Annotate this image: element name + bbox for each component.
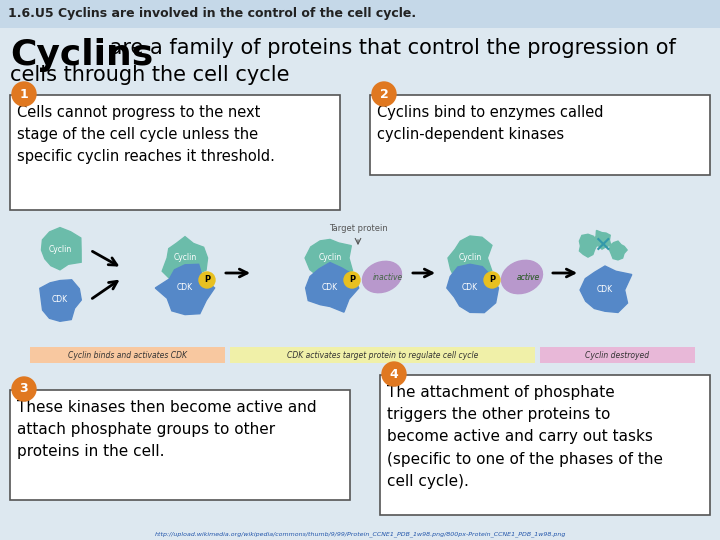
Text: CDK: CDK	[322, 284, 338, 293]
Text: Target protein: Target protein	[328, 224, 387, 233]
Text: Cyclin: Cyclin	[318, 253, 341, 262]
Polygon shape	[447, 264, 498, 313]
Text: 4: 4	[390, 368, 398, 381]
Text: cells through the cell cycle: cells through the cell cycle	[10, 65, 289, 85]
Text: ✕: ✕	[593, 236, 611, 256]
Polygon shape	[40, 280, 81, 321]
Text: 2: 2	[379, 87, 388, 100]
Circle shape	[12, 377, 36, 401]
Polygon shape	[156, 264, 215, 315]
Text: CDK: CDK	[177, 284, 193, 293]
Text: CDK activates target protein to regulate cell cycle: CDK activates target protein to regulate…	[287, 350, 478, 360]
Text: P: P	[489, 275, 495, 285]
Text: Cyclins bind to enzymes called
cyclin-dependent kinases: Cyclins bind to enzymes called cyclin-de…	[377, 105, 603, 142]
Text: 1: 1	[19, 87, 28, 100]
Circle shape	[12, 82, 36, 106]
Text: Cells cannot progress to the next
stage of the cell cycle unless the
specific cy: Cells cannot progress to the next stage …	[17, 105, 275, 164]
FancyBboxPatch shape	[230, 347, 535, 363]
Polygon shape	[610, 241, 627, 260]
Text: are a family of proteins that control the progression of: are a family of proteins that control th…	[103, 38, 676, 58]
Text: Cyclin: Cyclin	[459, 253, 482, 262]
Text: CDK: CDK	[597, 286, 613, 294]
FancyBboxPatch shape	[0, 0, 720, 28]
Text: Cyclin binds and activates CDK: Cyclin binds and activates CDK	[68, 350, 187, 360]
FancyBboxPatch shape	[380, 375, 710, 515]
Polygon shape	[42, 227, 81, 270]
Text: 1.6.U5 Cyclins are involved in the control of the cell cycle.: 1.6.U5 Cyclins are involved in the contr…	[8, 8, 416, 21]
Text: active: active	[516, 273, 539, 281]
Text: Cyclins: Cyclins	[10, 38, 153, 72]
Text: P: P	[349, 275, 355, 285]
Ellipse shape	[502, 260, 542, 294]
FancyBboxPatch shape	[10, 390, 350, 500]
Polygon shape	[306, 262, 359, 312]
Text: CDK: CDK	[462, 284, 478, 293]
Text: http://upload.wikimedia.org/wikipedia/commons/thumb/9/99/Protein_CCNE1_PDB_1w98.: http://upload.wikimedia.org/wikipedia/co…	[154, 531, 566, 537]
Text: active: active	[516, 273, 539, 281]
Circle shape	[344, 272, 360, 288]
Circle shape	[199, 272, 215, 288]
Ellipse shape	[362, 261, 402, 293]
Polygon shape	[591, 231, 611, 249]
Circle shape	[382, 362, 406, 386]
Circle shape	[372, 82, 396, 106]
Circle shape	[484, 272, 500, 288]
Text: Cyclin: Cyclin	[174, 253, 197, 262]
FancyBboxPatch shape	[10, 95, 340, 210]
Text: These kinases then become active and
attach phosphate groups to other
proteins i: These kinases then become active and att…	[17, 400, 317, 460]
Text: Cyclin: Cyclin	[48, 246, 71, 254]
Text: 3: 3	[19, 382, 28, 395]
Text: P: P	[204, 275, 210, 285]
Polygon shape	[580, 266, 631, 313]
Text: inactive: inactive	[373, 273, 403, 281]
Text: CDK: CDK	[52, 295, 68, 305]
FancyBboxPatch shape	[540, 347, 695, 363]
Polygon shape	[448, 236, 492, 282]
Text: Cyclin destroyed: Cyclin destroyed	[585, 350, 649, 360]
Polygon shape	[162, 237, 207, 281]
Text: The attachment of phosphate
triggers the other proteins to
become active and car: The attachment of phosphate triggers the…	[387, 385, 663, 489]
Polygon shape	[580, 234, 596, 257]
Polygon shape	[305, 239, 353, 285]
FancyBboxPatch shape	[30, 347, 225, 363]
FancyBboxPatch shape	[370, 95, 710, 175]
